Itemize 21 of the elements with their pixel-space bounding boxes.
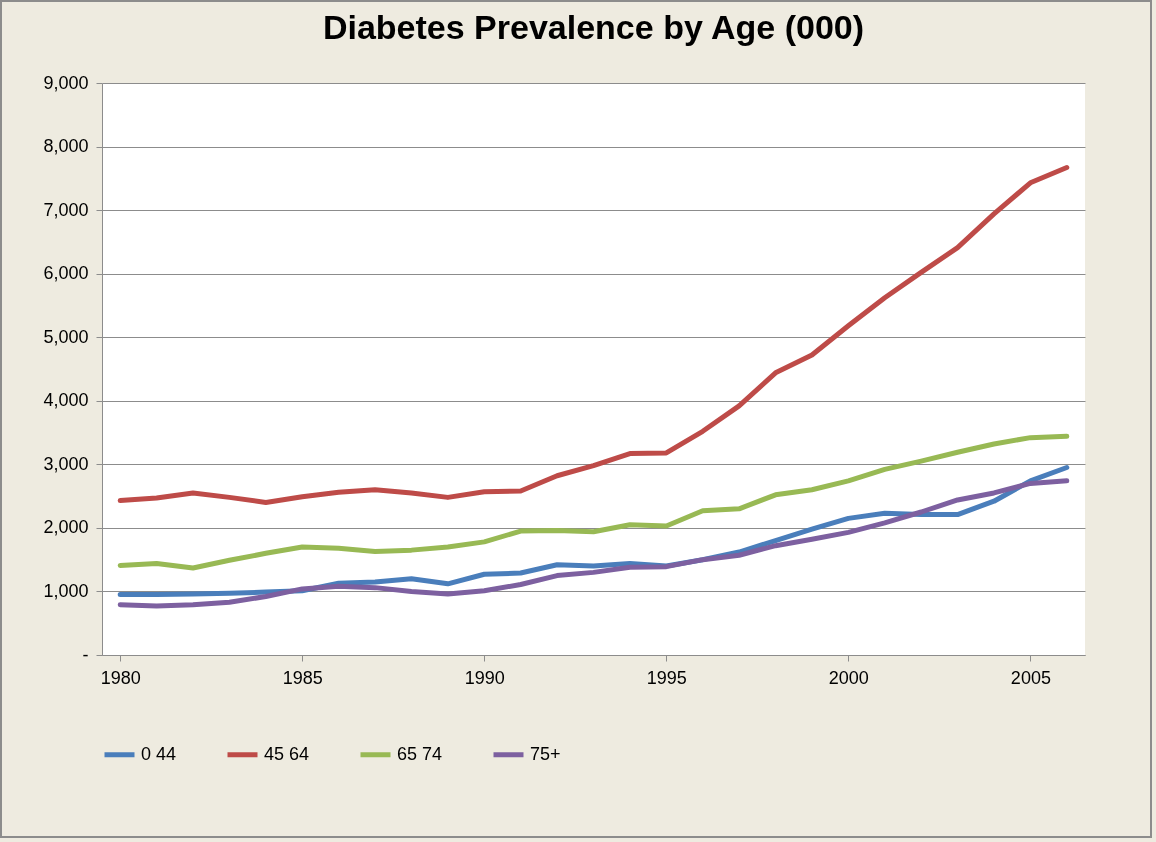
y-tick-label: 5,000: [43, 326, 89, 347]
x-tick-label: 1995: [646, 667, 687, 688]
y-tick-label: -: [82, 644, 89, 665]
legend-label: 45 64: [264, 743, 310, 764]
legend-label: 0 44: [141, 743, 177, 764]
y-tick-label: 7,000: [43, 199, 89, 220]
y-tick-label: 1,000: [43, 580, 89, 601]
chart-title: Diabetes Prevalence by Age (000): [322, 8, 865, 46]
y-tick-label: 9,000: [43, 72, 89, 93]
y-tick-label: 6,000: [43, 263, 89, 284]
x-tick-label: 2000: [828, 667, 869, 688]
x-tick-label: 1990: [464, 667, 505, 688]
x-tick-label: 1985: [282, 667, 323, 688]
legend-label: 75+: [530, 743, 561, 764]
y-tick-label: 8,000: [43, 136, 89, 157]
y-tick-label: 2,000: [43, 517, 89, 538]
x-tick-label: 1980: [100, 667, 141, 688]
x-tick-label: 2005: [1010, 667, 1051, 688]
y-tick-label: 3,000: [43, 453, 89, 474]
y-tick-label: 4,000: [43, 390, 89, 411]
legend-label: 65 74: [397, 743, 443, 764]
